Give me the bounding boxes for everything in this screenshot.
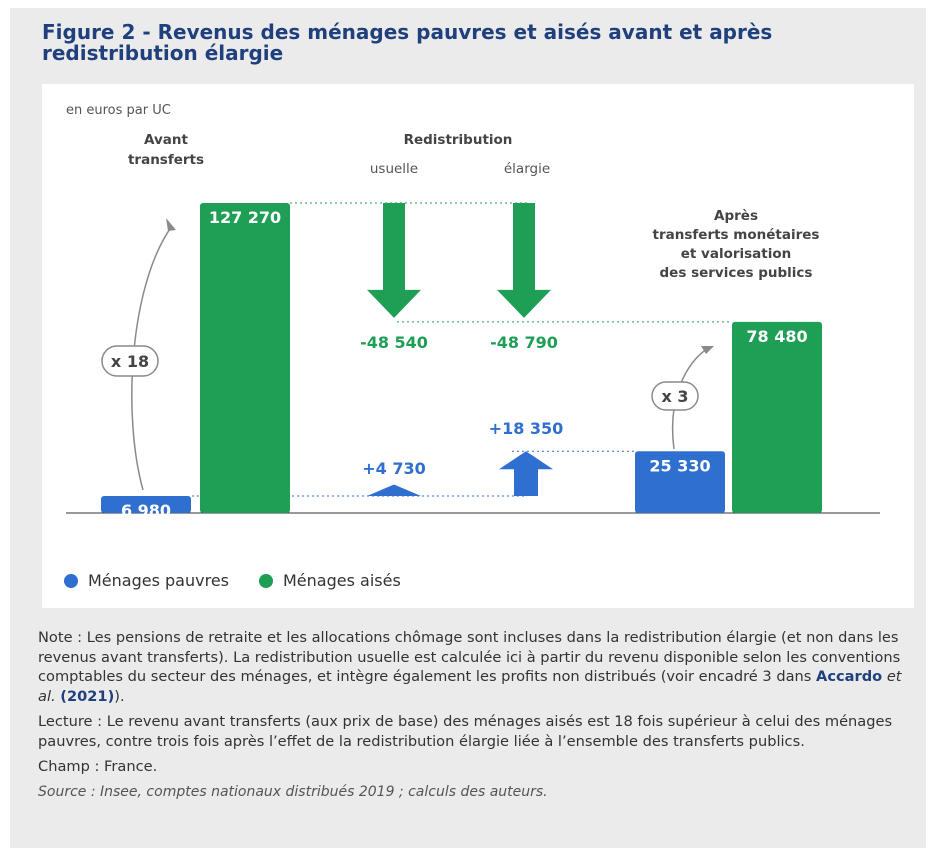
- legend-item-pauvres: Ménages pauvres: [64, 571, 229, 590]
- ref-year-link[interactable]: (2021): [60, 687, 115, 705]
- bar-label-avant-pauvres: 6 980: [121, 501, 171, 520]
- header-apres-4: des services publics: [660, 265, 813, 281]
- flow-arrow-elargie-aises: [497, 203, 551, 318]
- waterfall-chart: en euros par UC Avant transferts Redistribu…: [66, 103, 880, 520]
- champ-paragraph: Champ : France.: [38, 758, 158, 775]
- flow-arrow-elargie-pauvres: [499, 451, 553, 496]
- note-paragraph: Note : Les pensions de retraite et les a…: [38, 628, 918, 706]
- source-paragraph: Source : Insee, comptes nationaux distri…: [38, 783, 548, 800]
- bar-label-apres-aises: 78 480: [746, 327, 807, 346]
- flow-label-usuelle-aises: -48 540: [360, 333, 428, 352]
- bar-label-apres-pauvres: 25 330: [649, 456, 710, 475]
- header-redistribution: Redistribution: [404, 132, 513, 148]
- notes: Note : Les pensions de retraite et les a…: [38, 628, 918, 808]
- note-end: ).: [114, 687, 125, 705]
- legend-label-aises: Ménages aisés: [283, 571, 401, 590]
- ref-author-link[interactable]: Accardo: [816, 668, 883, 685]
- ref-etal: et al.: [38, 668, 902, 705]
- figure-title: Figure 2 - Revenus des ménages pauvres e…: [42, 20, 773, 65]
- header-avant-1: Avant: [144, 132, 188, 148]
- flow-arrow-usuelle-aises: [367, 203, 421, 318]
- flow-label-elargie-aises: -48 790: [490, 333, 558, 352]
- header-avant-2: transferts: [128, 152, 204, 168]
- bar-label-avant-aises: 127 270: [209, 208, 281, 227]
- multiplier-badge-apres: [651, 381, 699, 411]
- flow-label-elargie-pauvres: +18 350: [489, 419, 564, 438]
- header-usuelle: usuelle: [370, 161, 418, 177]
- multiplier-arrowhead-apres: [701, 346, 714, 354]
- bar-avant-pauvres: [101, 495, 191, 513]
- multiplier-badge-avant: [101, 345, 159, 377]
- multiplier-label-apres: x 3: [661, 387, 688, 406]
- unit-label: en euros par UC: [66, 103, 171, 118]
- bar-apres-aises: [732, 321, 822, 513]
- legend: Ménages pauvres Ménages aisés: [64, 571, 401, 590]
- figure-frame: Figure 2 - Revenus des ménages pauvres e…: [10, 8, 926, 848]
- legend-dot-blue: [64, 573, 78, 588]
- legend-item-aises: Ménages aisés: [259, 571, 401, 590]
- flow-arrow-usuelle-pauvres: [367, 484, 421, 496]
- header-apres-3: et valorisation: [681, 246, 792, 262]
- note-text: Note : Les pensions de retraite et les a…: [38, 629, 901, 685]
- legend-label-pauvres: Ménages pauvres: [88, 571, 229, 590]
- bar-apres-pauvres: [635, 451, 725, 513]
- bar-avant-aises: [200, 203, 290, 513]
- header-elargie: élargie: [504, 161, 550, 177]
- multiplier-label-avant: x 18: [111, 352, 149, 371]
- multiplier-arrowhead-avant: [166, 218, 176, 231]
- lecture-paragraph: Lecture : Le revenu avant transferts (au…: [38, 713, 893, 750]
- legend-dot-green: [259, 573, 273, 588]
- header-apres-2: transferts monétaires: [653, 227, 820, 243]
- flow-label-usuelle-pauvres: +4 730: [362, 459, 426, 478]
- chart-panel: en euros par UC Avant transferts Redistribu…: [42, 84, 914, 608]
- header-apres-1: Après: [714, 208, 758, 224]
